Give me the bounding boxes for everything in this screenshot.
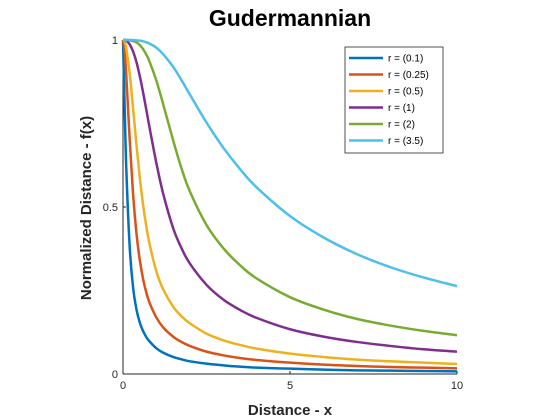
legend: r = (0.1) r = (0.25) r = (0.5) r = (1) r = (…: [344, 46, 444, 154]
x-tick-label: 0: [120, 380, 126, 392]
y-tick-label: 1: [112, 35, 118, 47]
chart-title: Gudermannian: [209, 5, 371, 31]
legend-label: r = (3.5): [388, 136, 423, 147]
y-axis-label: Normalized Distance - f(x): [78, 116, 95, 300]
series-line-6: [122, 38, 458, 288]
x-axis-label: Distance - x: [248, 402, 333, 419]
series-line-2: [121, 39, 458, 370]
y-tick-label: 0.5: [103, 202, 118, 214]
series-lines: [121, 38, 458, 373]
series-line-4: [122, 38, 458, 353]
series-line-1: [121, 39, 458, 373]
legend-label: r = (1): [388, 103, 415, 114]
legend-label: r = (0.5): [388, 87, 423, 98]
legend-label: r = (2): [388, 120, 415, 131]
series-line-3: [122, 38, 458, 366]
x-tick-label: 10: [451, 380, 463, 392]
legend-label: r = (0.1): [388, 54, 423, 65]
x-tick-label: 5: [287, 380, 293, 392]
y-tick-label: 0: [112, 369, 118, 381]
legend-label: r = (0.25): [388, 70, 429, 81]
legend-box: [344, 46, 444, 154]
axes: 0 5 10 0 0.5 1: [103, 35, 463, 392]
